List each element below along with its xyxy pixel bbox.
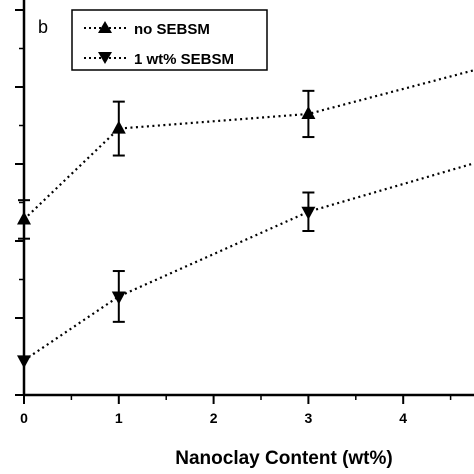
x-tick-label: 4 xyxy=(399,410,407,426)
legend-marker-triangle-down xyxy=(98,52,112,64)
legend-label-no-sebsm: no SEBSM xyxy=(134,21,210,38)
series-1 xyxy=(17,162,474,369)
legend-label-1wt-sebsm: 1 wt% SEBSM xyxy=(134,51,234,68)
data-point-marker xyxy=(301,206,316,220)
axes: 0 1 2 3 4 xyxy=(15,0,474,426)
data-point-marker xyxy=(17,211,31,225)
series-layer xyxy=(17,69,474,369)
series-0 xyxy=(17,69,474,240)
data-point-marker xyxy=(301,105,316,119)
x-tick-label: 0 xyxy=(20,410,28,426)
series-line xyxy=(23,162,474,362)
x-tick-label: 1 xyxy=(115,410,123,426)
data-point-marker xyxy=(111,291,126,305)
data-point-marker xyxy=(111,120,126,134)
panel-label: b xyxy=(38,17,48,37)
series-line xyxy=(23,69,474,221)
legend: no SEBSM 1 wt% SEBSM xyxy=(71,9,268,71)
x-tick-label: 2 xyxy=(210,410,218,426)
data-point-marker xyxy=(17,355,31,369)
x-axis-title: Nanoclay Content (wt%) xyxy=(175,448,392,469)
legend-marker-triangle-up xyxy=(98,21,112,33)
x-tick-label: 3 xyxy=(305,410,313,426)
